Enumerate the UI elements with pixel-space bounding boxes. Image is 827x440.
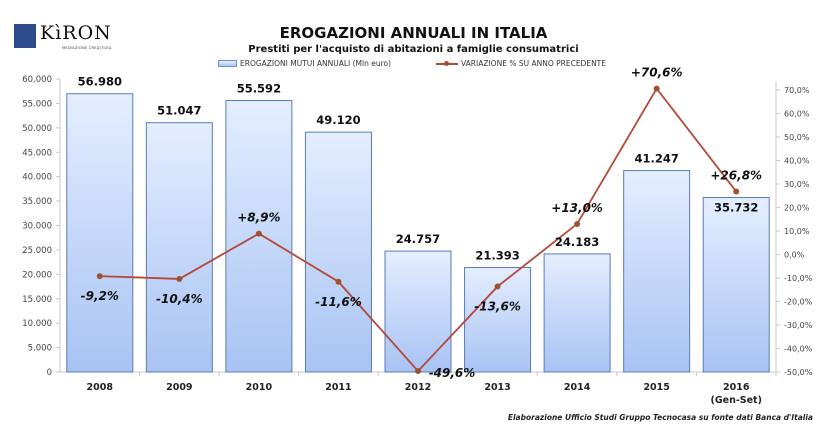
bar-value-label: 56.980: [78, 75, 122, 89]
left-axis-tick-label: 50.000: [22, 124, 52, 134]
line-value-label: -10,4%: [156, 292, 203, 306]
legend-line-label: VARIAZIONE % SU ANNO PRECEDENTE: [461, 59, 606, 68]
right-axis-tick-label: 70,0%: [784, 86, 810, 95]
line-marker: [733, 188, 740, 195]
right-axis-tick-label: -40,0%: [784, 345, 813, 354]
right-axis-tick-label: 10,0%: [784, 227, 810, 236]
left-axis-tick-label: 40.000: [22, 173, 52, 183]
bar: [702, 197, 770, 373]
left-axis-tick-label: 30.000: [22, 222, 52, 232]
left-axis-tick-label: 15.000: [22, 295, 52, 305]
kiron-logo: KìRON MEDIAZIONE CREDITIZIA: [14, 22, 124, 52]
left-axis-tick-label: 0: [47, 368, 52, 378]
line-marker: [176, 275, 183, 282]
line-marker: [335, 278, 342, 285]
left-axis-tick-label: 25.000: [22, 246, 52, 256]
bar-value-label: 41.247: [634, 152, 678, 166]
bar-value-label: 55.592: [237, 82, 281, 96]
chart-subtitle: Prestiti per l'acquisto di abitazioni a …: [248, 44, 579, 55]
line-marker: [255, 230, 262, 237]
left-axis-tick-label: 10.000: [22, 319, 52, 329]
line-value-label: -13,6%: [474, 299, 521, 313]
legend-item-line: VARIAZIONE % SU ANNO PRECEDENTE: [436, 59, 606, 68]
line-marker: [574, 220, 581, 227]
line-value-label: +13,0%: [551, 201, 603, 215]
bar-value-label: 49.120: [316, 113, 360, 127]
right-axis-tick-label: -20,0%: [784, 298, 813, 307]
bar: [623, 170, 691, 373]
bar: [66, 93, 134, 373]
logo-emblem-icon: [14, 24, 36, 48]
right-axis-tick-label: 0,0%: [784, 251, 805, 260]
source-note: Elaborazione Ufficio Studi Gruppo Tecnoc…: [507, 413, 813, 422]
bar: [304, 131, 372, 373]
legend-line-swatch: [436, 60, 458, 66]
left-axis-tick-label: 60.000: [22, 75, 52, 85]
line-value-label: -49,6%: [429, 366, 476, 380]
x-axis-tick-label: 2008: [87, 382, 114, 393]
right-axis-tick-label: 20,0%: [784, 204, 810, 213]
left-axis-tick-label: 45.000: [22, 148, 52, 158]
bar: [145, 122, 213, 373]
line-marker: [96, 273, 103, 280]
x-axis-tick-label: 2016: [723, 382, 750, 393]
logo-text: KìRON: [40, 22, 112, 44]
line-value-label: +8,9%: [237, 211, 280, 225]
right-axis-tick-label: 40,0%: [784, 157, 810, 166]
line-value-label: -11,6%: [315, 295, 362, 309]
chart-title: EROGAZIONI ANNUALI IN ITALIA: [279, 24, 548, 42]
x-axis-tick-label: 2010: [246, 382, 273, 393]
left-axis-tick-label: 55.000: [22, 99, 52, 109]
bar: [543, 253, 611, 373]
right-axis-tick-label: -10,0%: [784, 274, 813, 283]
logo-subtitle: MEDIAZIONE CREDITIZIA: [62, 46, 112, 50]
legend-bar-label: EROGAZIONI MUTUI ANNUALI (Mln euro): [240, 59, 392, 68]
right-axis-tick-label: -30,0%: [784, 321, 813, 330]
bar-value-label: 24.757: [396, 232, 440, 246]
line-value-label: -9,2%: [81, 289, 119, 303]
bar-value-label: 35.732: [714, 201, 758, 215]
right-axis-tick-label: 60,0%: [784, 110, 810, 119]
left-axis-tick-label: 20.000: [22, 270, 52, 280]
right-axis-tick-label: 50,0%: [784, 133, 810, 142]
x-axis-tick-label: 2011: [325, 382, 351, 393]
bar-value-label: 21.393: [475, 249, 519, 263]
line-marker: [653, 85, 660, 92]
x-axis-tick-label: 2014: [564, 382, 591, 393]
line-marker: [494, 283, 501, 290]
x-axis-tick-label: 2012: [405, 382, 431, 393]
right-axis-tick-label: -50,0%: [784, 368, 813, 377]
left-axis-tick-label: 35.000: [22, 197, 52, 207]
bar: [464, 267, 532, 373]
left-axis-tick-label: 5.000: [28, 344, 52, 354]
legend-bar-swatch: [218, 60, 237, 67]
line-value-label: +26,8%: [710, 169, 762, 183]
legend-item-bars: EROGAZIONI MUTUI ANNUALI (Mln euro): [218, 59, 391, 68]
bar: [384, 250, 452, 373]
x-axis-tick-sublabel: (Gen-Set): [710, 395, 761, 406]
bar-value-label: 24.183: [555, 235, 599, 249]
right-axis-tick-label: 30,0%: [784, 180, 810, 189]
x-axis-tick-label: 2013: [484, 382, 510, 393]
line-value-label: +70,6%: [631, 66, 683, 80]
line-marker: [415, 368, 421, 375]
x-axis-tick-label: 2015: [643, 382, 669, 393]
bar-value-label: 51.047: [157, 104, 201, 118]
x-axis-tick-label: 2009: [166, 382, 192, 393]
